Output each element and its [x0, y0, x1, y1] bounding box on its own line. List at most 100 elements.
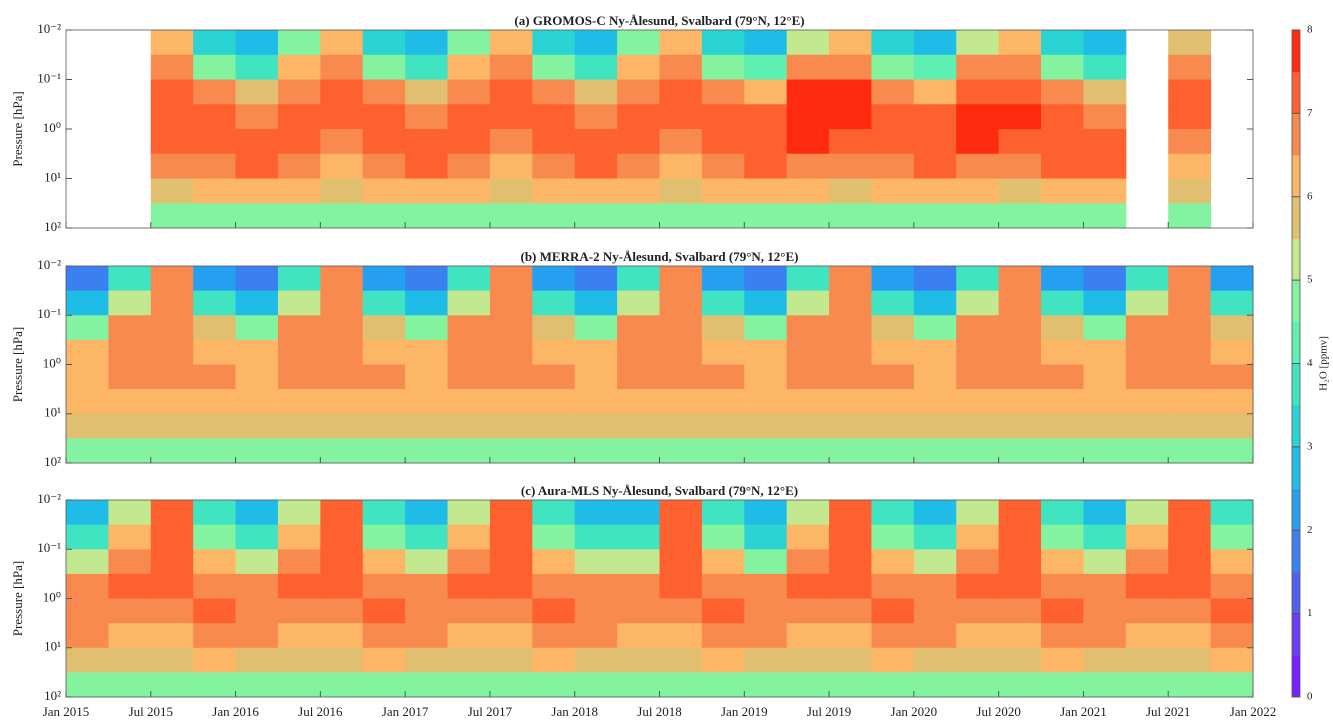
cell: [1041, 573, 1084, 599]
cell: [871, 623, 915, 649]
cell: [1083, 79, 1127, 105]
cell: [829, 647, 872, 673]
cell: [1168, 79, 1212, 105]
cell: [235, 389, 279, 415]
cell: [277, 266, 321, 292]
cell: [617, 104, 660, 130]
cell: [66, 339, 109, 365]
cell: [277, 672, 321, 698]
cell: [829, 413, 872, 439]
cell: [193, 30, 237, 56]
cell: [1083, 413, 1127, 439]
cell: [150, 339, 194, 365]
cell: [447, 413, 491, 439]
cell: [744, 647, 788, 673]
cell: [532, 178, 576, 204]
cell: [1168, 266, 1212, 292]
cell: [1168, 647, 1212, 673]
cell: [362, 598, 406, 624]
cell: [1210, 598, 1254, 624]
cell: [66, 438, 109, 464]
cell: [1210, 623, 1254, 649]
cell: [320, 290, 364, 316]
y-tick-label: 10²: [44, 219, 61, 234]
cell: [1210, 438, 1254, 464]
cell: [447, 79, 491, 105]
cell: [235, 104, 279, 130]
cell: [150, 573, 194, 599]
cell: [659, 54, 703, 80]
cell: [277, 438, 321, 464]
colorbar-swatch: [1292, 155, 1300, 198]
cell: [532, 672, 576, 698]
cell: [871, 104, 915, 130]
cell: [574, 647, 618, 673]
cell: [235, 315, 279, 341]
cell: [617, 266, 660, 292]
cell: [956, 178, 1000, 204]
cell: [913, 413, 957, 439]
cell: [1041, 178, 1084, 204]
x-tick-label: Jan 2020: [891, 704, 938, 719]
cell: [744, 364, 788, 390]
cell: [108, 290, 152, 316]
cell: [150, 364, 194, 390]
cell: [913, 266, 957, 292]
cell: [193, 549, 237, 575]
cell: [701, 623, 745, 649]
cell: [235, 203, 279, 229]
cell: [956, 413, 1000, 439]
cell: [913, 54, 957, 80]
cell: [108, 573, 152, 599]
cell: [193, 500, 237, 526]
cell: [66, 364, 109, 390]
cell: [786, 315, 830, 341]
cell: [956, 290, 1000, 316]
cell: [405, 30, 449, 56]
cell: [1168, 438, 1212, 464]
cell: [786, 672, 830, 698]
cell: [193, 266, 237, 292]
cell: [447, 573, 491, 599]
cell: [1083, 573, 1127, 599]
cell: [150, 153, 194, 179]
cell: [362, 79, 406, 105]
cell: [405, 524, 449, 550]
cell: [998, 30, 1042, 56]
cell: [956, 598, 1000, 624]
cell: [405, 623, 449, 649]
cell: [1168, 339, 1212, 365]
cell: [1041, 413, 1084, 439]
cell: [786, 623, 830, 649]
cell: [447, 364, 491, 390]
cell: [913, 339, 957, 365]
cell: [489, 30, 533, 56]
cell: [1041, 623, 1084, 649]
cell: [1083, 438, 1127, 464]
cell: [659, 290, 703, 316]
cell: [1083, 129, 1127, 155]
cell: [1083, 389, 1127, 415]
cell: [1125, 672, 1169, 698]
cell: [447, 339, 491, 365]
cell: [193, 178, 237, 204]
cell: [1041, 54, 1084, 80]
x-tick-label: Jan 2018: [551, 704, 598, 719]
cell: [1168, 672, 1212, 698]
cell: [998, 203, 1042, 229]
cell: [320, 153, 364, 179]
cell: [320, 266, 364, 292]
cell: [277, 54, 321, 80]
cell: [320, 315, 364, 341]
cell: [235, 79, 279, 105]
colorbar-swatch: [1292, 113, 1300, 156]
cell: [108, 623, 152, 649]
cell: [701, 438, 745, 464]
y-tick-label: 10²: [44, 454, 61, 469]
cell: [320, 598, 364, 624]
y-tick-label: 10⁻²: [37, 21, 61, 36]
cell: [574, 573, 618, 599]
cell: [786, 30, 830, 56]
cell: [150, 647, 194, 673]
cell: [744, 203, 788, 229]
